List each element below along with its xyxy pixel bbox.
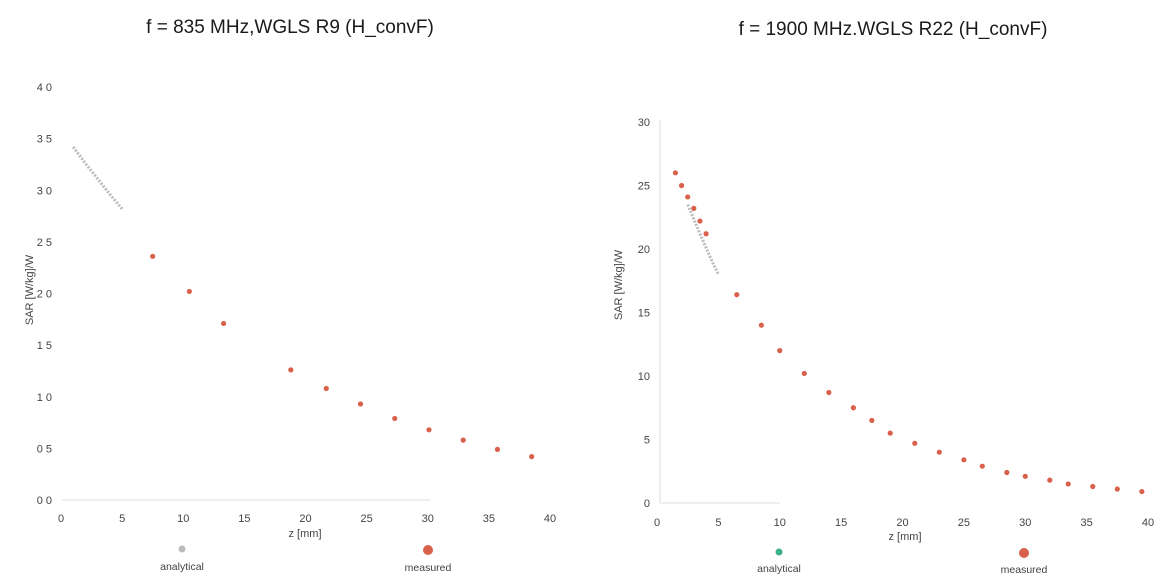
chart-2-measured-point bbox=[777, 348, 783, 354]
chart-2-x-tick-label: 35 bbox=[1081, 517, 1093, 529]
chart-2-measured-point bbox=[1139, 488, 1145, 495]
chart-2-measured-point bbox=[1114, 486, 1120, 492]
chart-1-measured-point bbox=[426, 427, 432, 433]
chart-2-measured-point bbox=[826, 389, 832, 396]
chart-2-y-axis-label: SAR [W/kg]/W bbox=[613, 249, 625, 320]
chart-2-measured-point bbox=[678, 182, 685, 189]
chart-1900mhz: f = 1900 MHz.WGLS R22 (H_convF) 0 5 10 15 20… bbox=[613, 19, 1154, 576]
chart-2-y-tick-label: 25 bbox=[638, 181, 650, 193]
chart-2-x-ticks: 0 5 10 15 20 25 30 35 40 bbox=[654, 517, 1154, 529]
chart-2-x-tick-label: 30 bbox=[1019, 517, 1031, 529]
chart-2-title: f = 1900 MHz.WGLS R22 (H_convF) bbox=[739, 19, 1048, 40]
chart-2-measured-point bbox=[961, 457, 967, 463]
chart-1-legend-measured-marker bbox=[423, 545, 433, 555]
chart-2-legend-measured-marker bbox=[1019, 548, 1029, 558]
chart-2-measured-point bbox=[887, 430, 893, 436]
chart-2-legend-measured-label: measured bbox=[1001, 564, 1048, 576]
chart-2-measured-point bbox=[1004, 469, 1010, 476]
chart-1-legend-measured-label: measured bbox=[405, 562, 452, 574]
chart-1-measured-point bbox=[323, 385, 329, 392]
chart-1-measured-point bbox=[392, 415, 398, 422]
chart-1-y-tick-label: 4 0 bbox=[37, 82, 52, 94]
chart-1-y-tick-label: 2 5 bbox=[37, 237, 52, 249]
chart-1-x-ticks: 0 5 10 15 20 25 30 35 40 bbox=[58, 513, 556, 525]
chart-2-axes bbox=[659, 120, 780, 504]
chart-1-measured-point bbox=[529, 454, 535, 460]
chart-1-x-tick-label: 35 bbox=[483, 513, 495, 525]
chart-835mhz: f = 835 MHz,WGLS R9 (H_convF) 0 0 0 5 1 0 1… bbox=[24, 17, 556, 574]
chart-2-x-tick-label: 10 bbox=[774, 517, 786, 529]
chart-2-measured-point bbox=[936, 449, 942, 455]
chart-2-measured-point bbox=[979, 463, 985, 469]
chart-1-y-tick-label: 0 0 bbox=[37, 495, 52, 507]
chart-1-analytical-line bbox=[72, 145, 124, 210]
chart-2-x-tick-label: 20 bbox=[896, 517, 908, 529]
chart-2-y-tick-label: 10 bbox=[638, 371, 650, 383]
chart-1-y-tick-label: 2 0 bbox=[37, 289, 52, 301]
chart-2-measured-point bbox=[734, 292, 740, 298]
chart-1-measured-point bbox=[288, 367, 294, 373]
chart-2-measured-point bbox=[1090, 483, 1096, 490]
chart-1-x-tick-label: 30 bbox=[422, 513, 434, 525]
chart-1-legend-analytical-label: analytical bbox=[160, 561, 204, 573]
chart-2-y-ticks: 0 5 10 15 20 25 30 bbox=[638, 117, 650, 510]
chart-2-measured-point bbox=[850, 405, 857, 411]
chart-1-y-tick-label: 3 5 bbox=[37, 134, 52, 146]
chart-1-x-tick-label: 40 bbox=[544, 513, 556, 525]
chart-2-y-tick-label: 20 bbox=[638, 244, 650, 256]
chart-2-x-tick-label: 15 bbox=[835, 517, 847, 529]
chart-2-measured-point bbox=[801, 370, 807, 377]
chart-2-y-tick-label: 30 bbox=[638, 117, 650, 129]
chart-2-y-tick-label: 5 bbox=[644, 435, 650, 447]
chart-1-x-tick-label: 25 bbox=[361, 513, 373, 525]
chart-2-x-tick-label: 40 bbox=[1142, 517, 1154, 529]
chart-2-measured-point bbox=[758, 322, 764, 328]
chart-2-measured-point bbox=[1065, 481, 1071, 487]
chart-2-legend: analytical measured bbox=[757, 548, 1048, 576]
chart-2-x-tick-label: 25 bbox=[958, 517, 970, 529]
chart-1-measured-point bbox=[220, 320, 227, 327]
chart-2-legend-analytical-label: analytical bbox=[757, 563, 801, 575]
chart-1-x-tick-label: 0 bbox=[58, 513, 64, 525]
chart-1-y-ticks: 0 0 0 5 1 0 1 5 2 0 2 5 3 0 3 5 4 0 bbox=[37, 82, 52, 507]
chart-2-x-tick-label: 5 bbox=[715, 517, 721, 529]
chart-1-x-tick-label: 10 bbox=[177, 513, 189, 525]
chart-2-x-tick-label: 0 bbox=[654, 517, 660, 529]
chart-2-measured-point bbox=[703, 231, 709, 237]
chart-2-measured-point bbox=[1022, 473, 1028, 479]
chart-2-x-axis-label: z [mm] bbox=[889, 531, 922, 543]
chart-2-measured-point bbox=[912, 440, 918, 446]
chart-1-y-axis-label: SAR [W/kg]/W bbox=[24, 254, 36, 325]
chart-1-measured-point bbox=[357, 401, 364, 407]
chart-1-legend-analytical-marker bbox=[178, 545, 186, 553]
chart-1-y-tick-label: 3 0 bbox=[37, 185, 52, 197]
chart-2-analytical-line bbox=[686, 203, 720, 276]
chart-2-measured-point bbox=[672, 170, 679, 176]
chart-1-measured-point bbox=[494, 446, 501, 453]
chart-1-x-tick-label: 15 bbox=[238, 513, 250, 525]
chart-2-y-tick-label: 15 bbox=[638, 308, 650, 320]
chart-1-y-tick-label: 0 5 bbox=[37, 443, 52, 455]
chart-2-y-tick-label: 0 bbox=[644, 498, 650, 510]
chart-1-x-axis-label: z [mm] bbox=[289, 528, 322, 540]
chart-1-x-tick-label: 5 bbox=[119, 513, 125, 525]
chart-1-legend: analytical measured bbox=[160, 545, 452, 574]
chart-2-measured-point bbox=[691, 205, 697, 211]
chart-1-measured-point bbox=[150, 253, 156, 259]
chart-2-measured-point bbox=[1047, 477, 1053, 483]
chart-1-y-tick-label: 1 5 bbox=[37, 340, 52, 352]
chart-1-y-tick-label: 1 0 bbox=[37, 392, 52, 404]
chart-2-legend-analytical-marker bbox=[775, 548, 783, 556]
chart-2-measured-point bbox=[697, 218, 703, 224]
chart-1-title: f = 835 MHz,WGLS R9 (H_convF) bbox=[146, 17, 434, 38]
chart-1-series bbox=[72, 145, 535, 460]
chart-2-series bbox=[672, 170, 1145, 495]
chart-2-measured-point bbox=[685, 194, 691, 200]
chart-1-x-tick-label: 20 bbox=[299, 513, 311, 525]
chart-1-measured-point bbox=[460, 437, 466, 443]
chart-2-measured-point bbox=[869, 417, 875, 424]
chart-1-measured-point bbox=[186, 288, 192, 295]
